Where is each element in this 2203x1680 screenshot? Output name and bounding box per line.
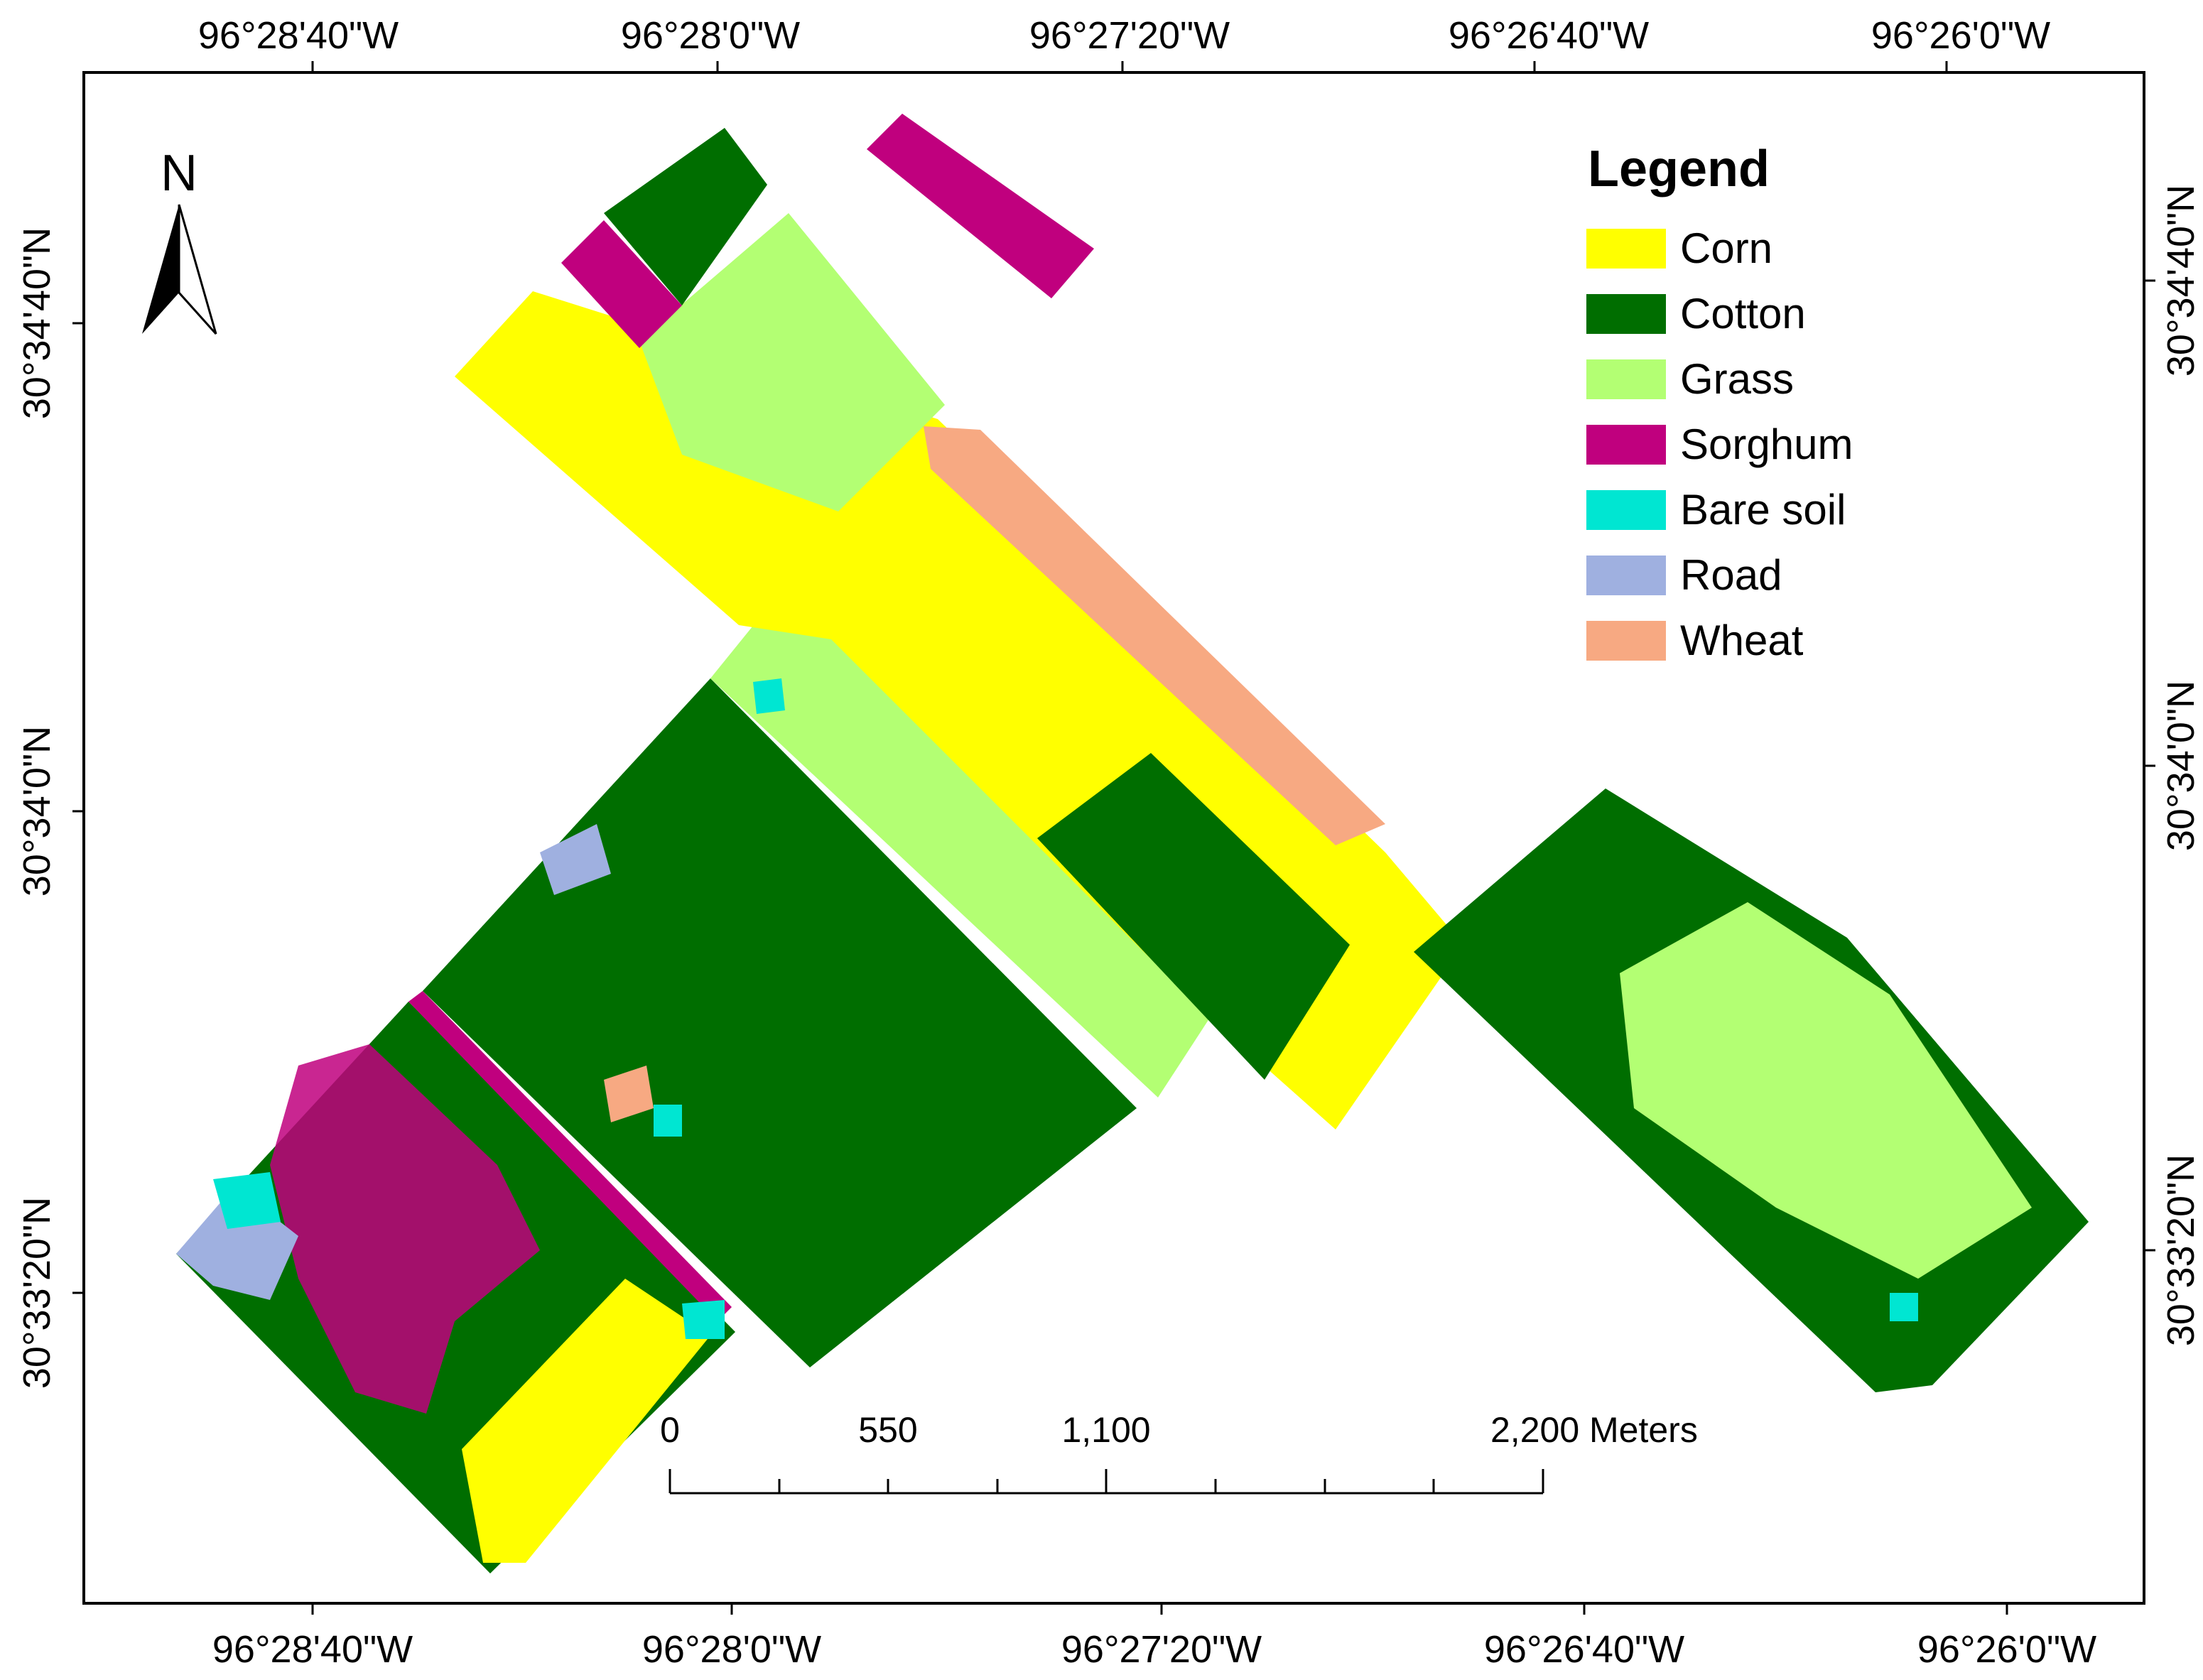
right-latitude-label: 30°34'0"N bbox=[2160, 681, 2202, 851]
field-grass-central bbox=[710, 529, 1250, 1098]
legend-item-label: Cotton bbox=[1680, 290, 1806, 337]
legend-item-label: Wheat bbox=[1680, 617, 1804, 664]
legend-item-label: Sorghum bbox=[1680, 421, 1853, 468]
scale-label-2200: 2,200 Meters bbox=[1490, 1410, 1698, 1450]
field-bare-soil-east bbox=[1890, 1293, 1918, 1321]
right-latitude-label: 30°33'20"N bbox=[2160, 1154, 2202, 1346]
field-grass-north bbox=[639, 213, 945, 511]
legend-swatch bbox=[1586, 359, 1666, 399]
north-arrow: N bbox=[142, 145, 217, 335]
legend-item-label: Grass bbox=[1680, 355, 1794, 403]
field-road-central bbox=[540, 824, 611, 895]
left-latitude-label: 30°34'0"N bbox=[16, 726, 58, 896]
legend-title: Legend bbox=[1588, 141, 1770, 197]
scale-label-1100: 1,100 bbox=[1061, 1410, 1150, 1450]
legend-swatch bbox=[1586, 425, 1666, 465]
field-corn-south bbox=[462, 1279, 710, 1563]
scale-label-zero: 0 bbox=[660, 1410, 680, 1450]
top-longitude-label: 96°26'40"W bbox=[1449, 14, 1649, 57]
graticule-ticks bbox=[72, 61, 2155, 1615]
north-arrow-icon bbox=[142, 204, 217, 335]
legend-item-label: Bare soil bbox=[1680, 486, 1846, 533]
field-wheat-north bbox=[924, 426, 1385, 845]
field-wheat-central bbox=[604, 1066, 654, 1122]
field-bare-soil-central bbox=[654, 1105, 682, 1137]
legend-swatch bbox=[1586, 294, 1666, 334]
top-longitude-label: 96°28'40"W bbox=[198, 14, 399, 57]
left-latitude-label: 30°33'20"N bbox=[16, 1197, 58, 1389]
scale-bar: 0 550 1,100 2,200 Meters bbox=[660, 1410, 1698, 1495]
right-latitude-label: 30°34'40"N bbox=[2160, 185, 2202, 376]
legend-swatch bbox=[1586, 490, 1666, 530]
field-bare-soil-south bbox=[682, 1300, 725, 1339]
legend-item-label: Road bbox=[1680, 551, 1782, 599]
legend: Legend Corn Cotton Grass Sorghum Bare soil Ro… bbox=[1586, 141, 1853, 664]
classified-fields bbox=[176, 114, 2089, 1573]
field-cotton-east-central bbox=[1037, 753, 1350, 1080]
left-latitude-label: 30°34'40"N bbox=[16, 227, 58, 419]
bottom-longitude-label: 96°26'40"W bbox=[1484, 1628, 1684, 1671]
field-sorghum-strip bbox=[408, 991, 732, 1321]
bottom-longitude-label: 96°28'40"W bbox=[212, 1628, 413, 1671]
field-bare-soil-grass bbox=[753, 678, 785, 714]
field-sorghum-north bbox=[561, 220, 682, 348]
field-bare-soil-southwest bbox=[213, 1172, 281, 1229]
legend-swatch bbox=[1586, 229, 1666, 269]
scale-bar-line bbox=[669, 1469, 1544, 1495]
top-longitude-label: 96°26'0"W bbox=[1871, 14, 2050, 57]
bottom-longitude-label: 96°26'0"W bbox=[1917, 1628, 2096, 1671]
legend-swatch bbox=[1586, 621, 1666, 661]
field-cotton-north bbox=[604, 128, 767, 305]
field-sorghum-southwest bbox=[270, 1044, 540, 1414]
legend-item-label: Corn bbox=[1680, 224, 1772, 272]
field-sorghum-northeast bbox=[867, 114, 1094, 298]
bottom-longitude-label: 96°28'0"W bbox=[642, 1628, 821, 1671]
bottom-longitude-label: 96°27'20"W bbox=[1061, 1628, 1262, 1671]
scale-label-550: 550 bbox=[858, 1410, 917, 1450]
north-arrow-label: N bbox=[161, 145, 197, 202]
field-grass-east bbox=[1620, 902, 2032, 1279]
legend-swatch bbox=[1586, 556, 1666, 595]
top-longitude-label: 96°28'0"W bbox=[621, 14, 800, 57]
top-longitude-label: 96°27'20"W bbox=[1029, 14, 1230, 57]
